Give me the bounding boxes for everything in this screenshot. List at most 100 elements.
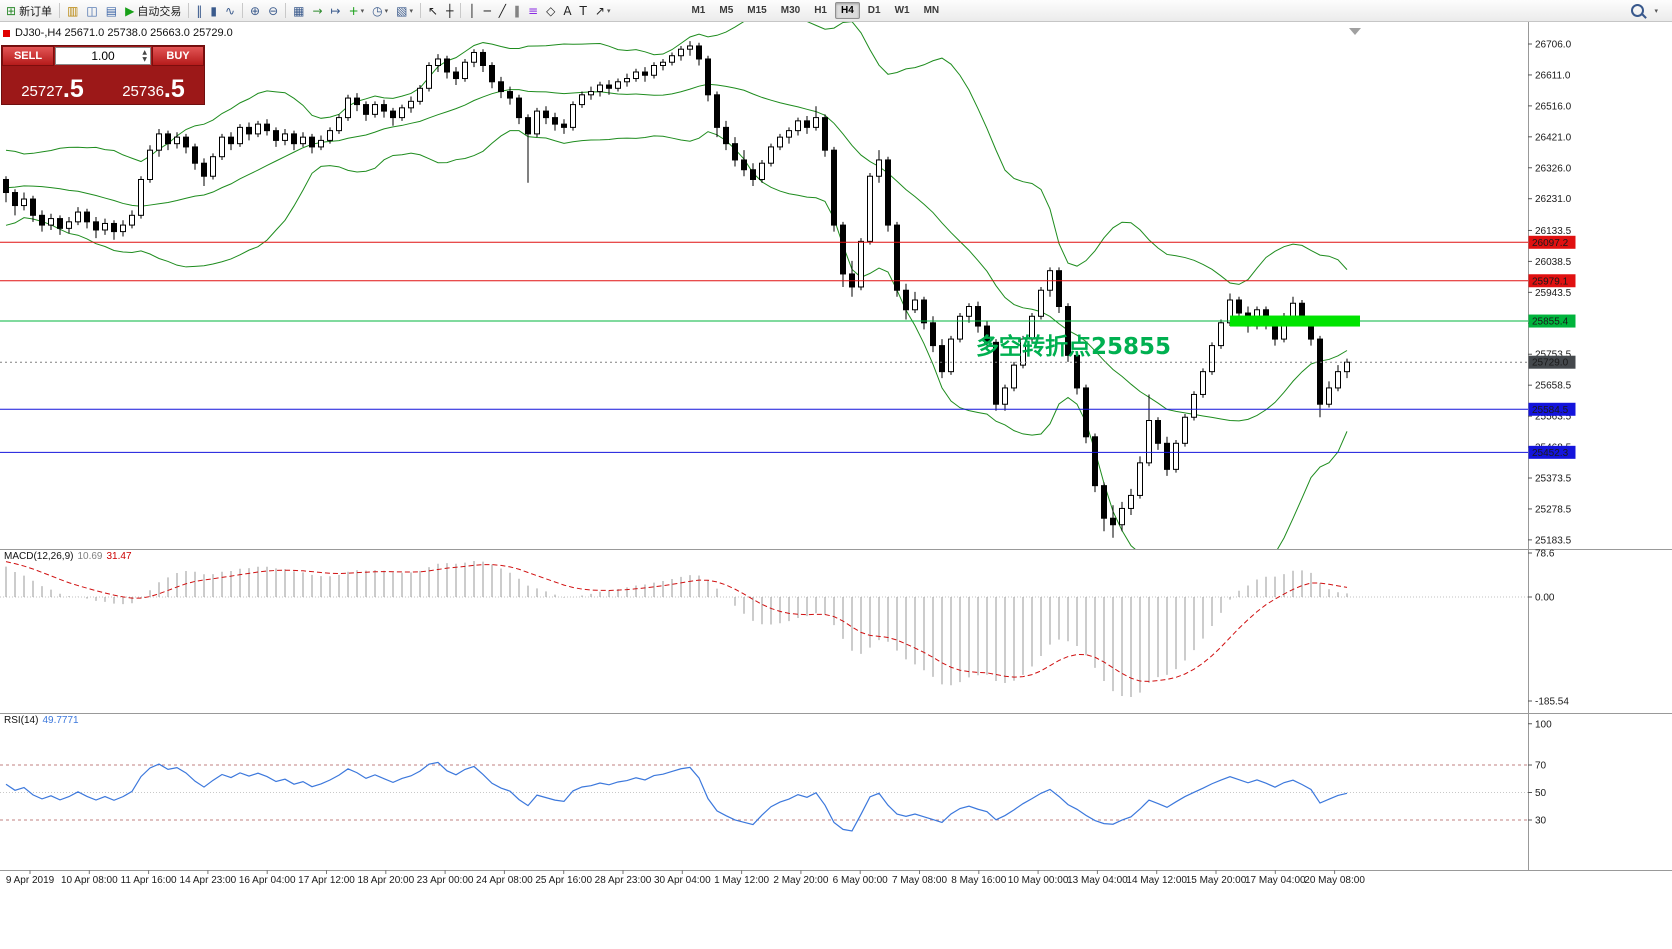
timeframe-d1[interactable]: D1 [867,5,881,16]
candle [435,58,441,66]
sell-button[interactable]: SELL [2,46,54,66]
candle [768,146,774,164]
support-line-25584-label-bg[interactable] [1528,402,1576,416]
support-line-25452-label-bg[interactable] [1528,445,1576,459]
candle [777,136,783,148]
current-price-line-label-bg[interactable] [1528,355,1576,369]
cursor-tool[interactable]: ↖ [425,2,441,20]
toolbar: ⊞ 新订单 ▥ ◫ ▤ ▶ 自动交易 ‖ ▮ ∿ ⊕ ⊖ ▦ → ↦ + ▾ ◷ ▾ ▧ ▾ ↖ ┼ │ ─ ╱ ∥ ≡ ◇ A T ↗ ▾ M… [0,0,1672,22]
chart-window[interactable]: 26706.0 26611.0 26516.0 26421.0 26326.0 26231… [0,22,1672,949]
volume-field[interactable]: 1.00 ▲ ▼ [55,47,151,65]
navigator-icon[interactable]: ◫ [83,2,100,20]
price-tick-label: 26516.0 [1535,101,1572,112]
add-indicator-button[interactable]: + ▾ [346,2,368,20]
period-menu-button[interactable]: ◷ ▾ [369,2,391,20]
candle [1326,387,1332,405]
volume-value: 1.00 [91,49,115,63]
candle [174,136,180,145]
crosshair-tool-glyph: ┼ [446,3,454,18]
zoom-out-icon[interactable]: ⊖ [265,2,281,20]
search-button[interactable] [1628,2,1647,20]
timeframe-h4[interactable]: H4 [834,2,860,19]
trendline-tool[interactable]: ╱ [496,2,509,20]
candle [993,341,999,405]
hline-tool[interactable]: ─ [481,2,494,20]
volume-spinner[interactable]: ▲ ▼ [140,48,149,64]
time-tick-label: 9 Apr 2019 [6,875,55,886]
chart-shift-icon[interactable]: ↦ [328,2,344,20]
fibonacci-tool[interactable]: ≡ [525,2,541,20]
label-tool[interactable]: T [577,2,590,20]
text-tool[interactable]: A [560,2,574,20]
time-tick-label: 10 May 00:00 [1008,875,1069,886]
channel-tool[interactable]: ∥ [511,2,523,20]
auto-scroll-icon[interactable]: → [309,2,325,20]
time-axis[interactable]: 9 Apr 2019 10 Apr 08:00 11 Apr 16:00 14 Apr… [6,870,1366,886]
template-menu-button[interactable]: ▧ ▾ [393,2,416,20]
candle [561,123,567,128]
candle [912,299,918,311]
candle [111,222,117,233]
shapes-tool[interactable]: ◇ [543,2,558,20]
rsi-axis-label: 100 [1535,719,1552,730]
chart-shift-icon-glyph: ↦ [330,3,341,18]
buy-price[interactable]: 25736.5 [103,66,204,104]
price-tick-label: 26038.5 [1535,257,1572,268]
arrows-tool[interactable]: ↗ ▾ [592,2,614,20]
resistance-line-25979-label-bg[interactable] [1528,274,1576,288]
volume-up-icon[interactable]: ▲ [142,49,147,56]
timeframe-m5[interactable]: M5 [719,5,734,16]
sell-price-main: 25727 [21,82,63,100]
timeframe-m15[interactable]: M15 [747,5,767,16]
new-order-button[interactable]: ⊞ 新订单 [3,2,55,20]
candle [246,126,252,135]
tile-windows-icon[interactable]: ▦ [290,2,307,20]
price-tick-label: 25278.5 [1535,504,1572,515]
toolbar-separator [420,3,422,18]
time-tick-label: 15 May 20:00 [1186,875,1247,886]
sell-price[interactable]: 25727.5 [2,66,103,104]
search-dropdown[interactable]: ▾ [1649,2,1661,20]
candle [714,94,720,128]
bar-chart-icon[interactable]: ‖ [193,2,205,20]
vline-tool[interactable]: │ [465,2,478,20]
annotation-text[interactable]: 多空转折点25855 [976,334,1172,360]
candle [1191,393,1197,418]
candle [1335,371,1341,389]
buy-button[interactable]: BUY [152,46,204,66]
autotrade-button[interactable]: ▶ 自动交易 [122,2,184,20]
rsi-pane[interactable] [0,761,1528,832]
volume-down-icon[interactable]: ▼ [142,56,147,63]
timeframe-m1[interactable]: M1 [691,5,706,16]
candle [813,117,819,128]
timeframe-w1[interactable]: W1 [894,5,910,16]
price-axis[interactable]: 26706.0 26611.0 26516.0 26421.0 26326.0 26231… [1528,40,1576,547]
terminal-icon[interactable]: ▤ [103,2,120,20]
pivot-highlight-bar[interactable] [1230,315,1360,327]
main-price-pane[interactable] [0,22,1528,568]
timeframe-h1[interactable]: H1 [814,5,827,16]
candle [165,133,171,145]
macd-pane[interactable] [0,560,1528,697]
timeframe-mn[interactable]: MN [923,5,940,16]
line-chart-icon[interactable]: ∿ [222,2,238,20]
market-watch-icon[interactable]: ▥ [64,2,81,20]
candlestick-chart-icon[interactable]: ▮ [207,2,220,20]
candle [795,120,801,132]
pivot-line-25855-label-bg[interactable] [1528,314,1576,328]
candle [1182,416,1188,444]
candle [732,143,738,161]
timeframe-m30[interactable]: M30 [780,5,801,16]
candle [336,117,342,132]
chart-canvas[interactable]: 26706.0 26611.0 26516.0 26421.0 26326.0 26231… [0,22,1672,949]
crosshair-tool[interactable]: ┼ [443,2,456,20]
resistance-line-26097-label-bg[interactable] [1528,235,1576,249]
candle [669,55,675,63]
zoom-in-icon[interactable]: ⊕ [247,2,263,20]
sell-price-frac: .5 [62,74,84,103]
candle [417,87,423,102]
autotrade-button-glyph: ▶ [125,3,135,18]
new-order-button-glyph: ⊞ [6,3,17,18]
candle [201,162,207,177]
